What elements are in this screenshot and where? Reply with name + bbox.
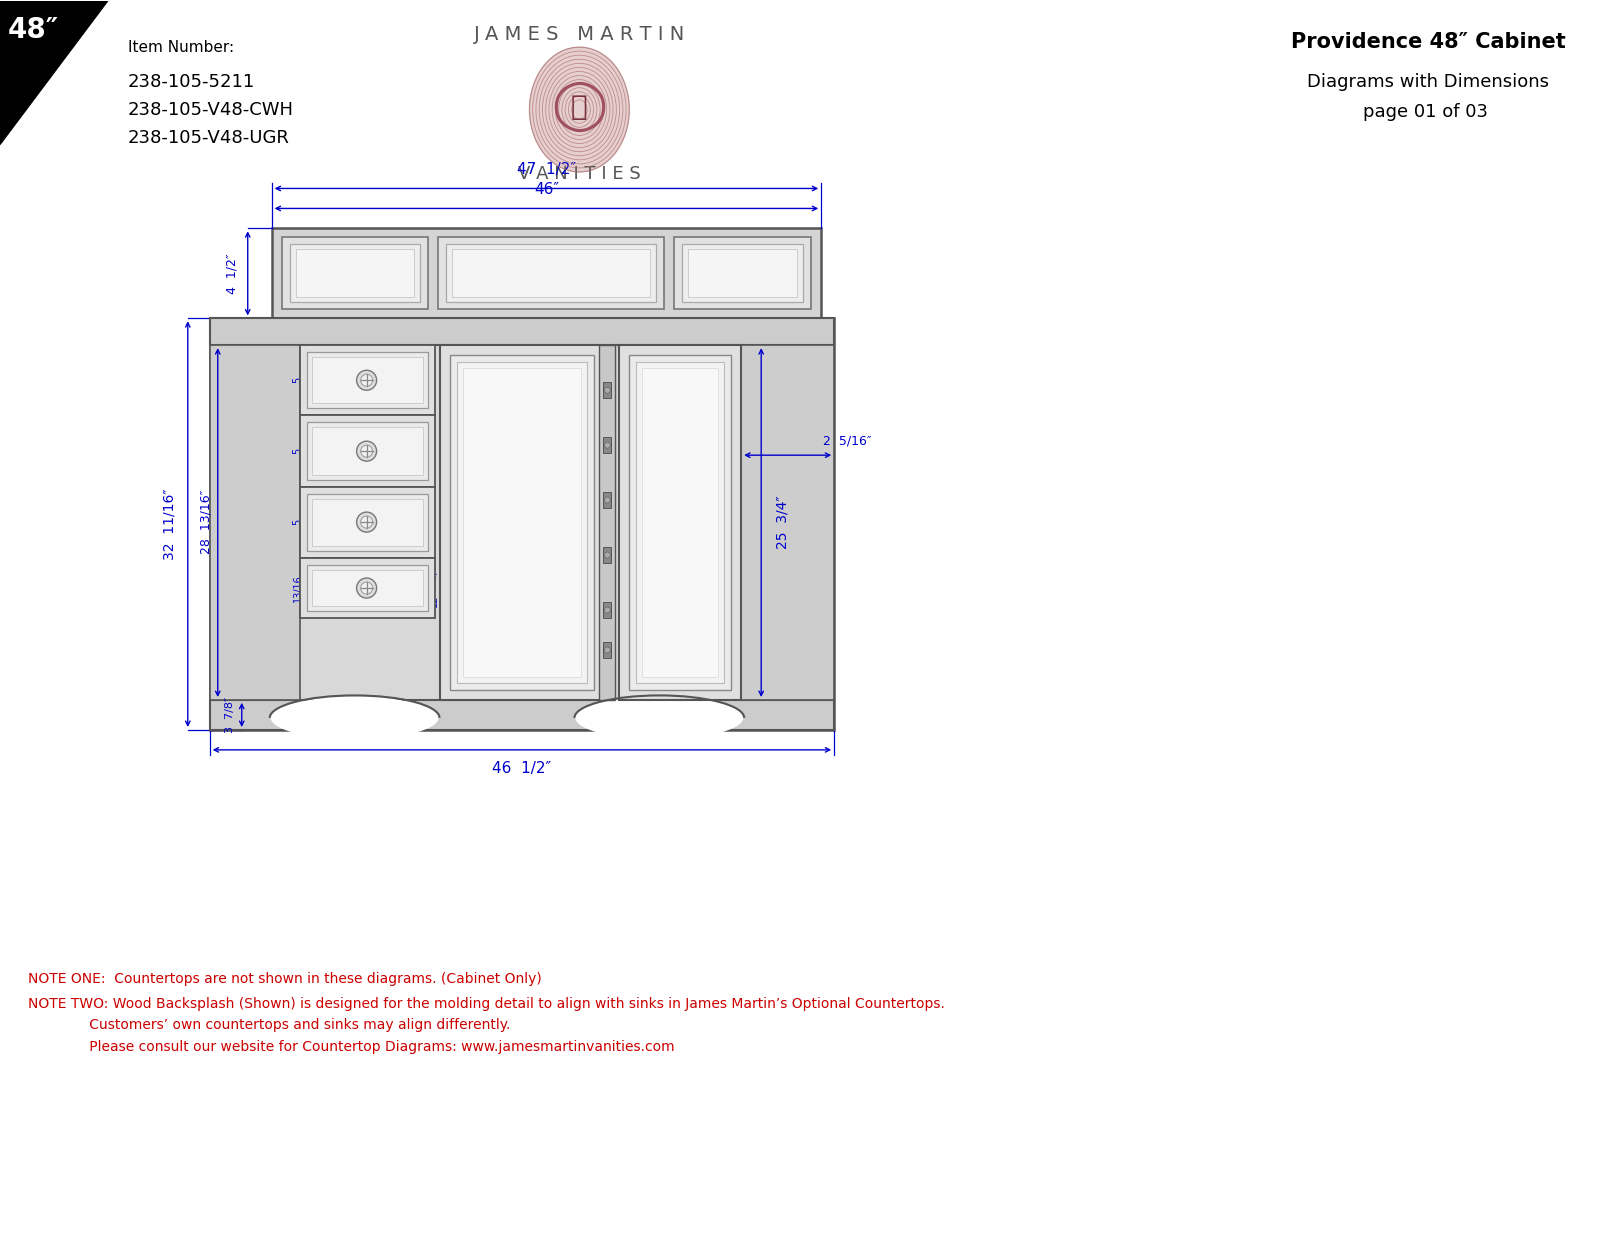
Bar bbox=[307, 494, 427, 551]
Circle shape bbox=[360, 374, 373, 387]
Text: 13/16: 13/16 bbox=[293, 574, 303, 602]
Text: 5: 5 bbox=[293, 377, 303, 383]
Circle shape bbox=[357, 370, 376, 390]
Text: Providence 48″ Cabinet: Providence 48″ Cabinet bbox=[1290, 32, 1566, 52]
Text: NOTE TWO: Wood Backsplash (Shown) is designed for the molding detail to align wi: NOTE TWO: Wood Backsplash (Shown) is des… bbox=[27, 996, 945, 1011]
Bar bbox=[272, 228, 821, 318]
Circle shape bbox=[357, 512, 376, 532]
Bar bbox=[299, 346, 434, 415]
Text: page 01 of 03: page 01 of 03 bbox=[1364, 103, 1489, 120]
Text: J A M E S   M A R T I N: J A M E S M A R T I N bbox=[474, 25, 685, 45]
Bar bbox=[604, 642, 612, 658]
Text: 5  3/4″: 5 3/4″ bbox=[450, 435, 461, 468]
Bar bbox=[451, 249, 650, 297]
Bar bbox=[642, 368, 719, 676]
Text: 28  13/16″: 28 13/16″ bbox=[199, 489, 213, 554]
Ellipse shape bbox=[530, 47, 629, 172]
Bar bbox=[210, 318, 834, 346]
Text: 47  1/2″: 47 1/2″ bbox=[517, 162, 576, 177]
Bar bbox=[290, 244, 419, 302]
Text: 2  5/16″: 2 5/16″ bbox=[823, 434, 871, 447]
Bar bbox=[210, 318, 834, 730]
Text: 46  1/2″: 46 1/2″ bbox=[492, 761, 551, 776]
Circle shape bbox=[604, 553, 610, 558]
Text: V A N I T I E S: V A N I T I E S bbox=[519, 166, 640, 183]
Bar bbox=[456, 362, 588, 683]
Bar bbox=[604, 492, 612, 508]
Text: ⦿: ⦿ bbox=[572, 93, 588, 120]
Polygon shape bbox=[0, 1, 107, 145]
Bar bbox=[307, 422, 427, 481]
Text: 5  3/4″: 5 3/4″ bbox=[450, 506, 461, 539]
Bar bbox=[437, 238, 664, 310]
Circle shape bbox=[604, 442, 610, 449]
Circle shape bbox=[604, 388, 610, 393]
Circle shape bbox=[360, 445, 373, 457]
Circle shape bbox=[357, 579, 376, 598]
Ellipse shape bbox=[271, 696, 439, 740]
Circle shape bbox=[604, 607, 610, 613]
Text: 4  1/2″: 4 1/2″ bbox=[226, 253, 239, 294]
Bar bbox=[210, 346, 299, 700]
Bar bbox=[307, 565, 427, 611]
Text: 46″: 46″ bbox=[533, 182, 559, 197]
Circle shape bbox=[604, 647, 610, 653]
Bar bbox=[282, 238, 427, 310]
Circle shape bbox=[360, 582, 373, 593]
Text: NOTE ONE:  Countertops are not shown in these diagrams. (Cabinet Only): NOTE ONE: Countertops are not shown in t… bbox=[27, 971, 541, 985]
Text: Please consult our website for Countertop Diagrams: www.jamesmartinvanities.com: Please consult our website for Counterto… bbox=[27, 1040, 674, 1053]
Bar bbox=[463, 368, 581, 676]
Bar bbox=[604, 548, 612, 563]
Circle shape bbox=[357, 441, 376, 461]
Text: Customers’ own countertops and sinks may align differently.: Customers’ own countertops and sinks may… bbox=[27, 1017, 511, 1032]
Text: 13/16″: 13/16″ bbox=[450, 571, 461, 605]
Bar bbox=[688, 249, 797, 297]
Bar bbox=[210, 700, 834, 730]
Bar bbox=[312, 357, 423, 403]
Bar bbox=[312, 570, 423, 606]
Bar bbox=[299, 487, 434, 558]
Text: 25  3/4″: 25 3/4″ bbox=[775, 496, 789, 549]
Bar bbox=[636, 362, 724, 683]
Bar bbox=[450, 356, 594, 690]
Bar bbox=[299, 558, 434, 618]
Bar bbox=[674, 238, 812, 310]
Text: 238-105-V48-CWH: 238-105-V48-CWH bbox=[128, 100, 295, 119]
Text: 3/8″: 3/8″ bbox=[429, 560, 439, 579]
Bar bbox=[599, 346, 615, 700]
Bar bbox=[307, 352, 427, 408]
Bar bbox=[296, 249, 413, 297]
Text: 5: 5 bbox=[293, 519, 303, 525]
Bar bbox=[604, 437, 612, 453]
Text: 5  3/4″: 5 3/4″ bbox=[450, 363, 461, 398]
Bar bbox=[604, 602, 612, 618]
Bar bbox=[682, 244, 804, 302]
Text: ◯: ◯ bbox=[551, 82, 607, 131]
Bar bbox=[629, 356, 732, 690]
Bar bbox=[312, 427, 423, 475]
Circle shape bbox=[360, 517, 373, 528]
Ellipse shape bbox=[575, 696, 743, 740]
Bar bbox=[741, 346, 834, 700]
Text: 5: 5 bbox=[293, 449, 303, 455]
Bar bbox=[604, 383, 612, 398]
Text: Diagrams with Dimensions: Diagrams with Dimensions bbox=[1308, 73, 1550, 90]
Text: 238-105-V48-UGR: 238-105-V48-UGR bbox=[128, 129, 290, 146]
Bar bbox=[620, 346, 741, 700]
Text: 14  3/8″: 14 3/8″ bbox=[495, 496, 548, 510]
Bar bbox=[312, 499, 423, 546]
Text: Item Number:: Item Number: bbox=[128, 40, 234, 55]
Circle shape bbox=[604, 497, 610, 503]
Bar bbox=[445, 244, 656, 302]
Text: 238-105-5211: 238-105-5211 bbox=[128, 73, 255, 90]
Text: 15  3/4″: 15 3/4″ bbox=[652, 481, 704, 496]
Text: 12″: 12″ bbox=[429, 591, 439, 607]
Bar bbox=[440, 346, 604, 700]
Text: 2  1/8″: 2 1/8″ bbox=[402, 696, 413, 733]
Bar bbox=[299, 415, 434, 487]
Text: 3  7/8″: 3 7/8″ bbox=[224, 696, 235, 733]
Text: 32  11/16″: 32 11/16″ bbox=[163, 488, 176, 560]
Text: 48″: 48″ bbox=[8, 16, 59, 43]
